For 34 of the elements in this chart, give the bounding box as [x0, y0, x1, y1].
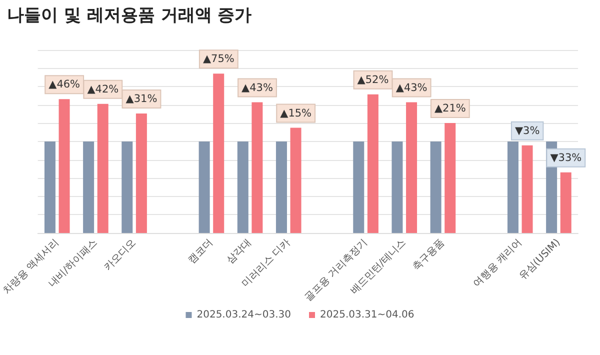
annotation: ▲42%: [87, 83, 119, 96]
bar: [122, 142, 133, 233]
bar: [444, 123, 456, 233]
bar: [97, 104, 108, 233]
annotation: ▼33%: [550, 152, 582, 164]
bar: [522, 145, 533, 233]
annotation: ▲31%: [126, 92, 158, 105]
bar: [276, 142, 287, 233]
bar: [406, 102, 418, 233]
bar: [237, 142, 248, 233]
bar: [430, 142, 442, 233]
bar: [392, 142, 403, 233]
bar: [290, 128, 302, 233]
bar: [252, 102, 263, 233]
annotation: ▲75%: [202, 53, 234, 66]
bar: [58, 99, 70, 233]
legend-label: 2025.03.31~04.06: [320, 310, 414, 320]
bar: [353, 142, 364, 233]
annotation: ▲43%: [396, 82, 428, 94]
bar: [560, 172, 572, 233]
chart-title: 나들이 및 레저용품 거래액 증가: [7, 6, 252, 26]
bar: [44, 142, 56, 233]
bar: [198, 142, 210, 233]
legend-label: 2025.03.24~03.30: [196, 310, 292, 320]
annotation: ▲43%: [242, 82, 273, 94]
annotation: ▲46%: [48, 78, 80, 91]
annotation: ▲15%: [280, 107, 312, 120]
annotation: ▼3%: [514, 124, 540, 137]
bar: [136, 113, 147, 233]
annotation: ▲21%: [434, 102, 466, 115]
bar: [213, 74, 224, 233]
bar: [83, 142, 94, 233]
annotation: ▲52%: [357, 74, 389, 86]
bar: [367, 94, 378, 233]
